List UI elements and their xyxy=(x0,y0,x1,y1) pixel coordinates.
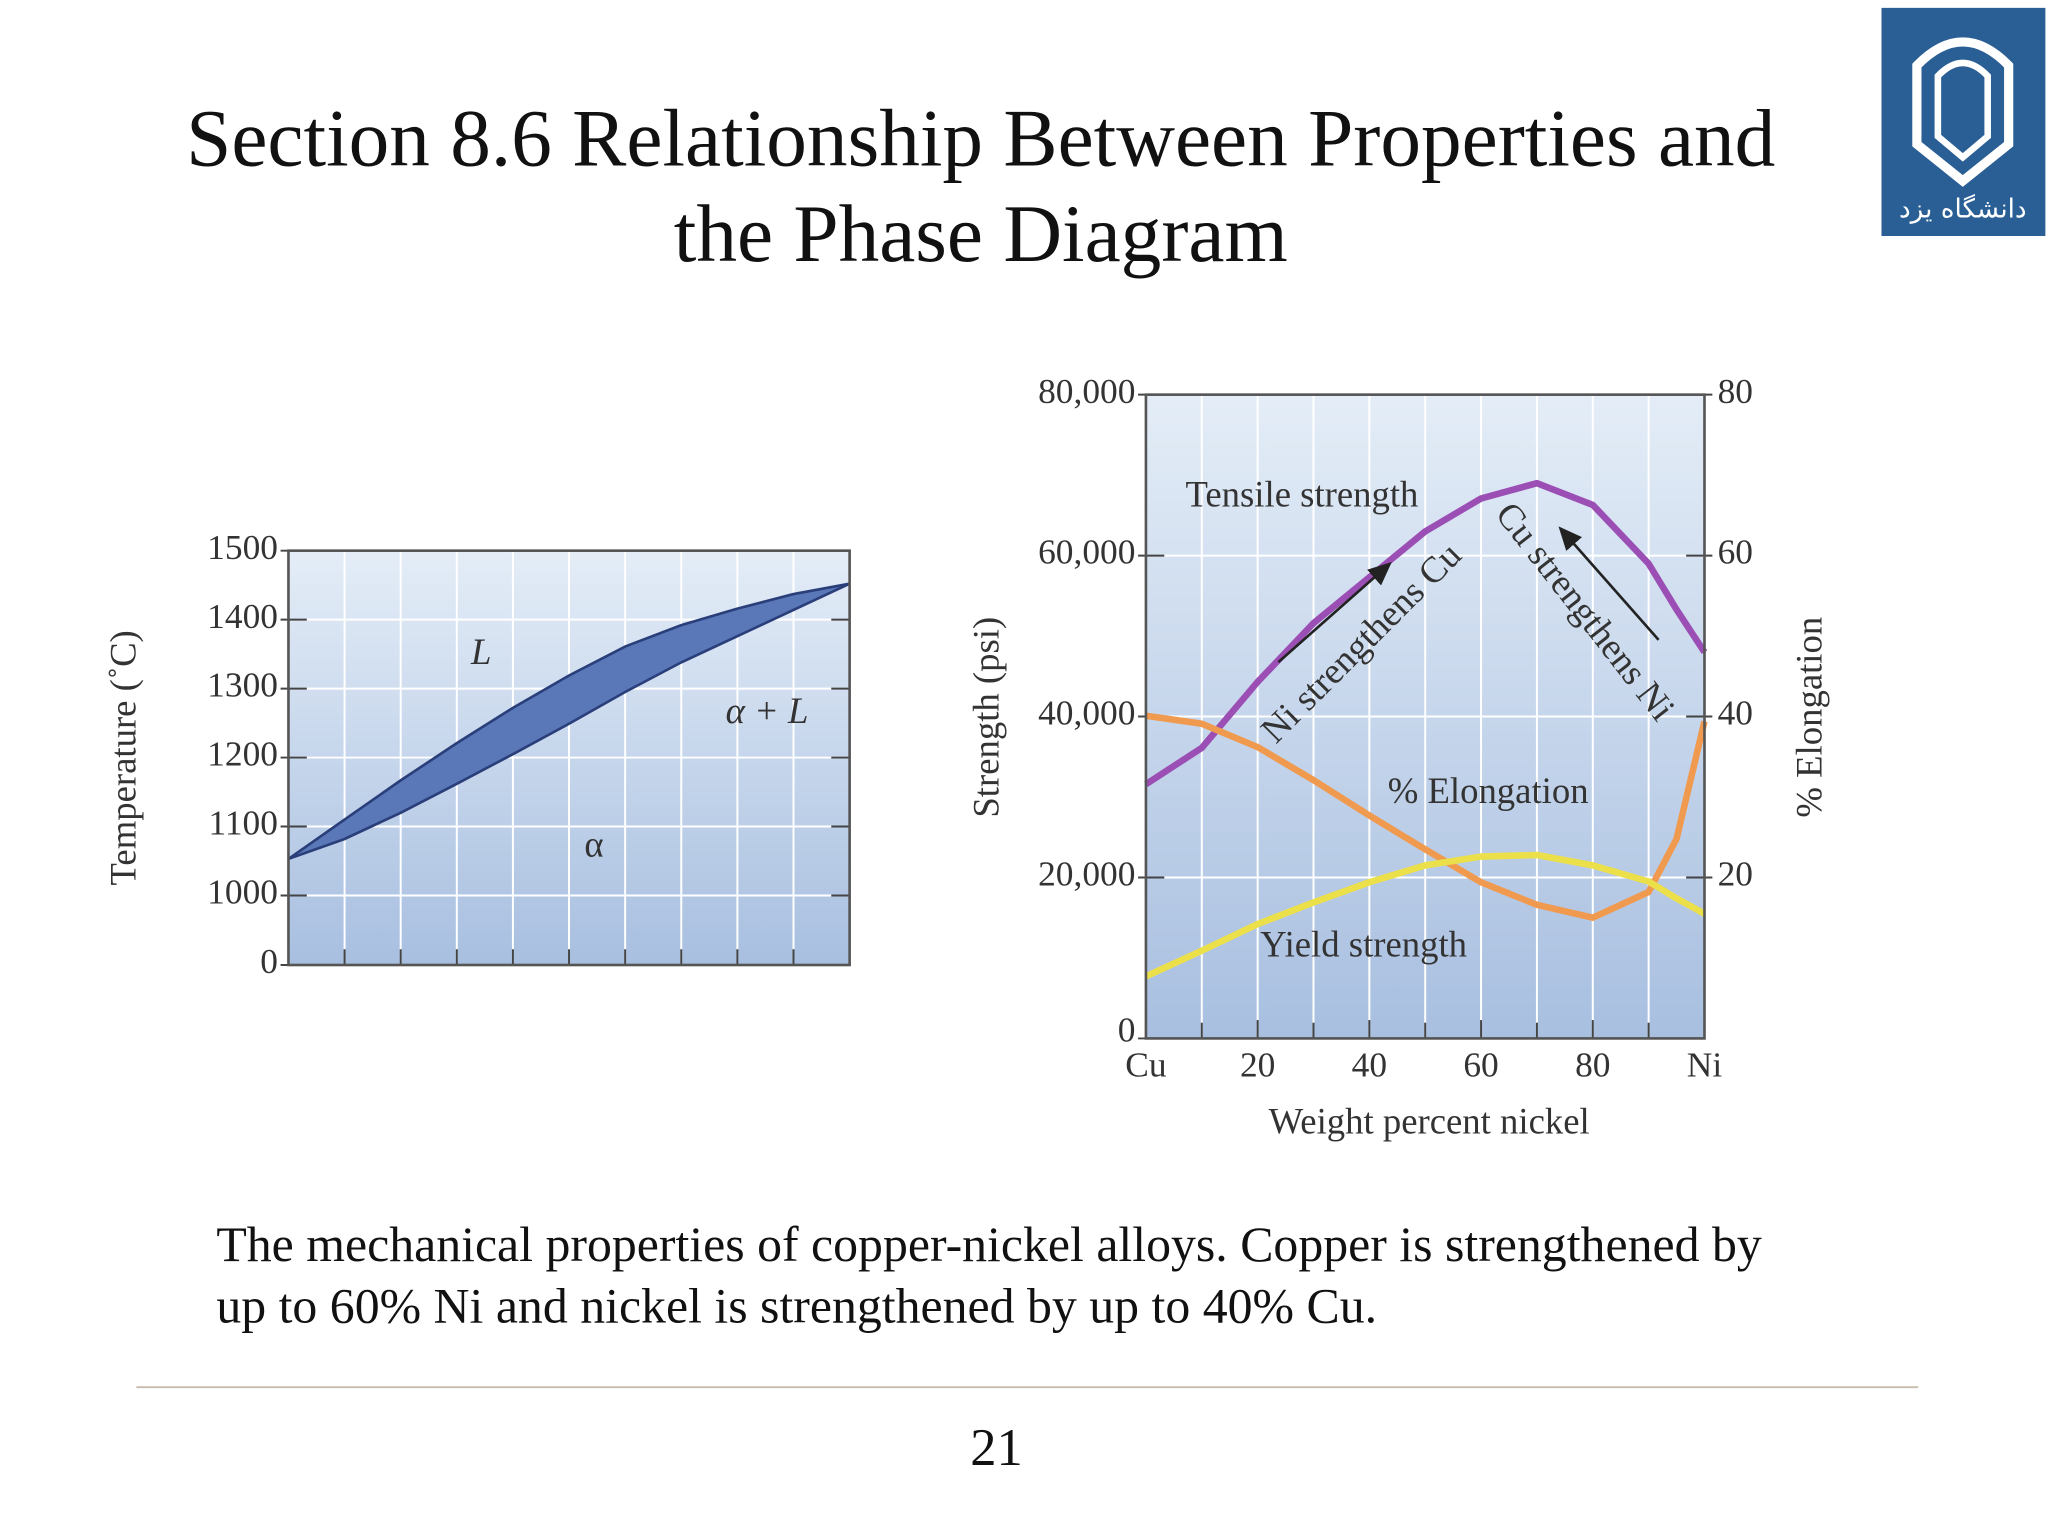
y-axis-label: Strength (psi) xyxy=(965,617,1006,818)
y2-axis-label: % Elongation xyxy=(1789,617,1830,818)
y2-tick-label: 20 xyxy=(1718,854,1753,894)
arrow xyxy=(1558,526,1660,641)
y2-tick-label: 80 xyxy=(1718,371,1753,411)
phase-boundary xyxy=(287,582,850,861)
annotation: L xyxy=(470,631,491,672)
y-tick-label: 1400 xyxy=(207,596,278,636)
series-line xyxy=(1144,851,1707,980)
y-tick-label: 1000 xyxy=(207,872,278,912)
x-tick-label: Ni xyxy=(1687,1045,1723,1085)
annotation: α xyxy=(584,824,603,865)
x-tick-label: 60 xyxy=(1463,1045,1498,1085)
x-tick-label: 20 xyxy=(1240,1045,1275,1085)
slide-title: the Phase Diagram xyxy=(674,189,1288,279)
y-tick-label: 1100 xyxy=(208,803,277,843)
logo-text: دانشگاه یزد xyxy=(1899,193,2027,224)
x-axis-label: Weight percent nickel xyxy=(1269,1100,1590,1141)
slide-title: Section 8.6 Relationship Between Propert… xyxy=(186,94,1775,184)
logo-emblem xyxy=(1912,37,2014,187)
annotation: Tensile strength xyxy=(1186,474,1419,515)
logo-emblem xyxy=(1934,59,1991,162)
chart: 0 1000 1100 1200 1300 1400 1500 Lα + L α Temperat… xyxy=(103,527,851,981)
y-tick-label: 0 xyxy=(1118,1009,1136,1049)
page-number: 21 xyxy=(970,1419,1022,1477)
y-tick-label: 80,000 xyxy=(1038,371,1135,411)
plot-frame xyxy=(287,549,851,967)
arrow xyxy=(1277,562,1392,664)
caption: The mechanical properties of copper-nick… xyxy=(216,1217,1762,1272)
y-tick-label: 1200 xyxy=(207,734,278,774)
y-tick-label: 40,000 xyxy=(1038,693,1135,733)
y-tick-label: 60,000 xyxy=(1038,532,1135,572)
y-tick-label: 1500 xyxy=(207,527,278,567)
annotation: Yield strength xyxy=(1260,923,1467,964)
annotation: % Elongation xyxy=(1388,770,1589,811)
y2-tick-label: 60 xyxy=(1718,532,1753,572)
y-tick-label: 1300 xyxy=(207,665,278,705)
series-line xyxy=(1144,479,1708,787)
x-tick-label: 80 xyxy=(1575,1045,1610,1085)
x-tick-label: 40 xyxy=(1352,1045,1387,1085)
phase-boundary xyxy=(288,582,851,861)
x-tick-label: Cu xyxy=(1125,1045,1167,1085)
plot-frame xyxy=(1144,393,1706,1040)
y-tick-label: 0 xyxy=(260,941,278,981)
chart: Cu 20 40 60 80 Ni 0 20,000 40,000 60,000 80,000 20 4… xyxy=(965,371,1829,1142)
y-tick-label: 20,000 xyxy=(1038,854,1135,894)
two-phase-region xyxy=(288,583,850,859)
annotation: α + L xyxy=(726,690,809,731)
y-axis-label: Temperature (˚C) xyxy=(103,630,144,885)
caption: up to 60% Ni and nickel is strengthened … xyxy=(216,1279,1377,1334)
logo: دانشگاه یزد xyxy=(1881,7,2046,237)
y2-tick-label: 40 xyxy=(1718,693,1753,733)
